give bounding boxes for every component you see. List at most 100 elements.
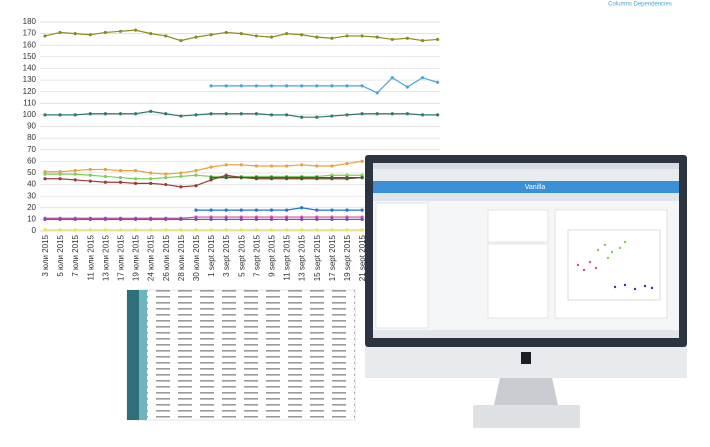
data-point xyxy=(436,80,440,84)
y-tick-label: 10 xyxy=(27,214,36,223)
series-line xyxy=(211,76,438,94)
y-tick-label: 170 xyxy=(23,29,37,38)
monitor: Vanilla xyxy=(365,155,687,428)
data-point xyxy=(118,175,123,180)
data-point xyxy=(134,181,138,185)
data-point xyxy=(134,228,138,232)
data-point xyxy=(73,172,77,176)
data-point xyxy=(179,228,183,232)
data-point xyxy=(194,217,198,221)
data-point xyxy=(360,84,364,88)
data-point xyxy=(194,184,198,188)
data-point xyxy=(269,164,274,168)
data-point xyxy=(254,217,258,221)
data-point xyxy=(224,30,228,35)
data-point xyxy=(330,228,334,232)
data-point xyxy=(209,33,213,37)
data-point xyxy=(330,208,334,212)
data-point xyxy=(194,173,198,177)
x-tick-label: 1 sept 2015 xyxy=(207,234,216,276)
data-point xyxy=(73,169,77,173)
data-point xyxy=(103,167,107,172)
data-point xyxy=(405,85,409,89)
data-point xyxy=(118,180,123,184)
series-line xyxy=(196,207,363,211)
data-point xyxy=(209,208,213,212)
data-point xyxy=(239,112,243,116)
data-point xyxy=(149,109,153,114)
data-point xyxy=(149,32,153,36)
data-point xyxy=(224,215,228,219)
x-tick-label: 24 юли 2015 xyxy=(147,234,156,281)
data-point xyxy=(420,113,425,117)
data-point xyxy=(239,215,243,219)
data-point xyxy=(345,162,349,166)
data-point xyxy=(239,175,243,180)
data-point xyxy=(315,164,319,168)
data-point xyxy=(43,177,47,181)
y-tick-label: 180 xyxy=(23,17,37,26)
data-point xyxy=(73,32,77,36)
data-point xyxy=(285,228,289,232)
data-point xyxy=(315,84,319,88)
data-point xyxy=(285,217,289,221)
data-point xyxy=(88,112,92,116)
data-point xyxy=(345,215,349,219)
data-point xyxy=(194,35,198,39)
x-tick-label: 5 sept 2015 xyxy=(237,234,246,276)
data-point xyxy=(330,84,334,88)
data-point xyxy=(315,217,319,221)
screen-logo: Vanilla xyxy=(525,184,546,191)
y-tick-label: 20 xyxy=(27,203,36,212)
x-tick-label: 3 юли 2015 xyxy=(41,234,50,276)
data-point xyxy=(58,30,62,35)
data-point xyxy=(118,228,123,232)
data-point xyxy=(149,177,153,181)
data-point xyxy=(179,38,183,43)
data-point xyxy=(345,217,349,221)
data-point xyxy=(330,164,334,168)
data-point xyxy=(58,177,62,181)
data-point xyxy=(103,112,107,116)
data-point xyxy=(254,215,258,219)
data-point xyxy=(345,84,349,88)
data-point xyxy=(239,208,243,212)
data-point xyxy=(88,173,92,177)
y-tick-label: 70 xyxy=(27,145,36,154)
data-point xyxy=(88,179,92,183)
data-point xyxy=(345,113,349,117)
data-point xyxy=(164,172,168,176)
table-image xyxy=(126,289,356,421)
data-point xyxy=(285,32,289,36)
data-point xyxy=(224,163,228,167)
data-point xyxy=(134,169,138,173)
data-point xyxy=(224,208,228,212)
data-point xyxy=(149,228,153,232)
data-point xyxy=(254,228,258,232)
data-point xyxy=(254,34,258,38)
data-point xyxy=(58,228,62,232)
data-point xyxy=(103,180,107,184)
data-point xyxy=(405,36,409,40)
data-point xyxy=(390,37,394,42)
data-point xyxy=(224,84,228,88)
data-point xyxy=(315,208,319,212)
x-tick-label: 13 sept 2015 xyxy=(298,234,307,281)
data-point xyxy=(149,171,153,175)
header-text: Columns Dependencies xyxy=(608,2,672,8)
series-line xyxy=(45,160,363,175)
data-point xyxy=(43,217,47,221)
data-point xyxy=(360,208,364,212)
data-point xyxy=(300,175,304,180)
data-point xyxy=(375,35,379,39)
data-point xyxy=(164,34,168,38)
data-point xyxy=(285,175,289,180)
data-point xyxy=(285,113,289,117)
data-point xyxy=(254,175,258,180)
data-point xyxy=(43,34,47,38)
x-tick-label: 30 юли 2015 xyxy=(192,234,201,281)
data-point xyxy=(239,217,243,221)
data-point xyxy=(300,206,304,210)
data-point xyxy=(58,113,62,117)
data-point xyxy=(300,215,304,219)
